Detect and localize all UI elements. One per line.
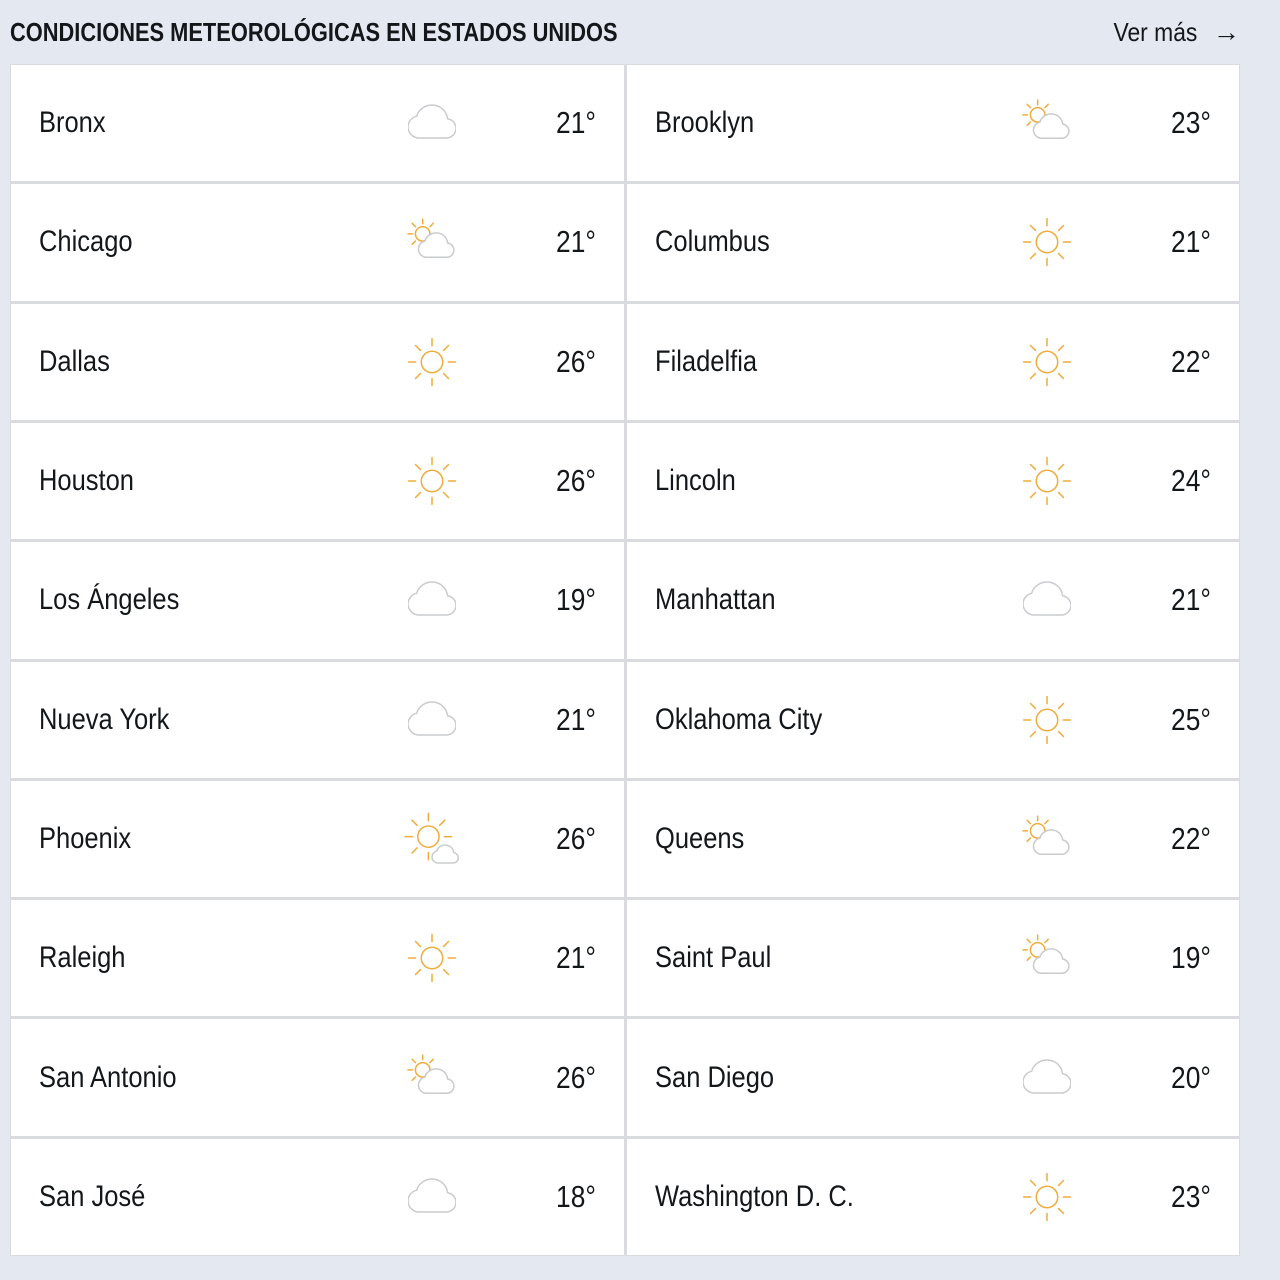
city-name: Manhattan (654, 583, 776, 617)
sun-icon (400, 453, 464, 509)
cloud-icon (400, 1176, 464, 1218)
weather-row[interactable]: Phoenix 26° (11, 780, 624, 898)
weather-row[interactable]: Los Ángeles 19° (11, 542, 624, 659)
temperature: 20° (1171, 1059, 1211, 1095)
weather-row[interactable]: Bronx 21° (11, 65, 624, 182)
weather-widget: CONDICIONES METEOROLÓGICAS EN ESTADOS UN… (10, 0, 1240, 1256)
cloud-icon (400, 579, 464, 621)
city-name: Oklahoma City (654, 702, 822, 736)
weather-row[interactable]: San Diego 20° (626, 1019, 1239, 1136)
temperature: 23° (1171, 1178, 1211, 1214)
sun-cloud-icon (400, 811, 464, 867)
sun-icon (400, 334, 464, 390)
sun-icon (1015, 692, 1079, 748)
city-name: Saint Paul (654, 941, 771, 975)
city-name: San Antonio (39, 1060, 177, 1094)
sun-icon (1015, 453, 1079, 509)
city-name: Chicago (39, 225, 133, 259)
temperature: 18° (555, 1178, 596, 1214)
city-name: Phoenix (39, 821, 132, 855)
temperature: 21° (555, 105, 596, 141)
weather-row[interactable]: Washington D. C. 23° (626, 1138, 1239, 1255)
temperature: 24° (1171, 463, 1211, 499)
sun-icon (1015, 214, 1079, 270)
temperature: 19° (1171, 940, 1211, 976)
city-name: Lincoln (654, 464, 736, 498)
right-arrow-icon: → (1213, 16, 1240, 47)
temperature: 22° (1171, 820, 1211, 856)
see-more-link[interactable]: Ver más → (1102, 17, 1240, 48)
weather-row[interactable]: Houston 26° (11, 422, 624, 540)
sun-icon (1015, 334, 1079, 390)
city-name: San José (39, 1179, 146, 1213)
weather-row[interactable]: Filadelfia 22° (626, 303, 1239, 420)
city-name: Brooklyn (654, 106, 754, 140)
weather-grid: Bronx 21° Chicago 21° Dallas 26° Houston (10, 64, 1240, 1256)
weather-row[interactable]: Raleigh 21° (11, 900, 624, 1017)
temperature: 26° (555, 1059, 596, 1095)
partly-cloudy-icon (400, 1052, 464, 1104)
partly-cloudy-icon (1015, 932, 1079, 984)
see-more-label: Ver más (1113, 16, 1197, 47)
weather-row[interactable]: Brooklyn 23° (626, 65, 1239, 182)
sun-icon (400, 930, 464, 986)
city-name: Bronx (39, 106, 106, 140)
weather-row[interactable]: Lincoln 24° (626, 422, 1239, 540)
temperature: 21° (1171, 582, 1211, 618)
weather-row[interactable]: Columbus 21° (626, 184, 1239, 301)
cloud-icon (400, 102, 464, 144)
temperature: 26° (555, 463, 596, 499)
city-name: Dallas (39, 344, 110, 378)
temperature: 21° (555, 940, 596, 976)
sun-icon (1015, 1169, 1079, 1225)
temperature: 23° (1171, 105, 1211, 141)
city-name: Queens (654, 821, 744, 855)
city-name: Filadelfia (654, 344, 757, 378)
temperature: 21° (555, 224, 596, 260)
partly-cloudy-icon (400, 216, 464, 268)
temperature: 25° (1171, 701, 1211, 737)
weather-row[interactable]: Oklahoma City 25° (626, 661, 1239, 778)
temperature: 26° (555, 820, 596, 856)
temperature: 19° (555, 582, 596, 618)
city-name: Washington D. C. (654, 1179, 854, 1213)
weather-row[interactable]: Nueva York 21° (11, 661, 624, 778)
widget-title: CONDICIONES METEOROLÓGICAS EN ESTADOS UN… (10, 16, 618, 47)
weather-row[interactable]: Chicago 21° (11, 184, 624, 301)
weather-row[interactable]: Queens 22° (626, 780, 1239, 898)
weather-row[interactable]: Manhattan 21° (626, 542, 1239, 659)
city-name: Raleigh (39, 941, 126, 975)
temperature: 26° (555, 343, 596, 379)
cloud-icon (1015, 1057, 1079, 1099)
city-name: Columbus (654, 225, 770, 259)
weather-row[interactable]: San José 18° (11, 1138, 624, 1255)
city-name: Houston (39, 464, 134, 498)
partly-cloudy-icon (1015, 97, 1079, 149)
cloud-icon (1015, 579, 1079, 621)
temperature: 21° (555, 701, 596, 737)
temperature: 21° (1171, 224, 1211, 260)
weather-row[interactable]: San Antonio 26° (11, 1019, 624, 1136)
weather-row[interactable]: Saint Paul 19° (626, 900, 1239, 1017)
cloud-icon (400, 699, 464, 741)
city-name: Nueva York (39, 702, 170, 736)
weather-row[interactable]: Dallas 26° (11, 303, 624, 420)
widget-header: CONDICIONES METEOROLÓGICAS EN ESTADOS UN… (10, 0, 1240, 64)
city-name: Los Ángeles (39, 583, 180, 617)
partly-cloudy-icon (1015, 813, 1079, 865)
city-name: San Diego (654, 1060, 774, 1094)
temperature: 22° (1171, 343, 1211, 379)
